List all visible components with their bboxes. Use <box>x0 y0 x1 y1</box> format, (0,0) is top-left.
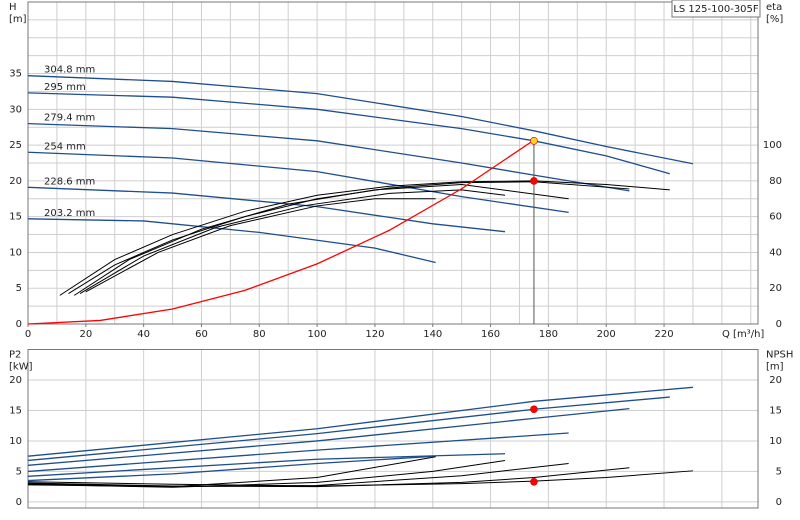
y2-axis-label: NPSH <box>766 350 793 361</box>
chart-title: LS 125-100-305F <box>673 4 759 15</box>
y-axis-label: P2 <box>9 350 21 361</box>
y-tick-label: 15 <box>9 212 22 223</box>
curve-label: 279.4 mm <box>44 113 95 124</box>
curve-label: 203.2 mm <box>44 208 95 219</box>
y2-axis-label: eta <box>766 2 782 13</box>
y2-tick-label: 20 <box>769 283 782 294</box>
x-tick-label: 160 <box>481 329 500 340</box>
x-tick-label: 120 <box>365 329 384 340</box>
x-tick-label: 100 <box>308 329 327 340</box>
operating-point <box>530 177 538 185</box>
x-tick-label: 20 <box>79 329 92 340</box>
plot-frame <box>27 349 759 509</box>
curve <box>27 396 670 462</box>
y2-tick-label: 80 <box>769 176 782 187</box>
y2-tick-label: 40 <box>769 247 782 258</box>
title-box <box>671 0 761 18</box>
curve <box>27 470 693 487</box>
y2-tick-label: 60 <box>769 212 782 223</box>
curve <box>27 467 630 488</box>
operating-point <box>530 137 538 145</box>
curve <box>27 186 506 233</box>
curve <box>27 151 569 214</box>
curve <box>27 75 694 165</box>
y-tick-label: 5 <box>16 283 22 294</box>
x-tick-label: 40 <box>137 329 150 340</box>
x-tick-label: 0 <box>25 329 31 340</box>
curve <box>27 122 630 192</box>
y-tick-label: 20 <box>9 176 22 187</box>
curve <box>27 92 670 175</box>
y2-tick-label: 20 <box>769 375 782 386</box>
operating-point <box>530 477 538 486</box>
y-axis-unit: [kW] <box>9 362 33 373</box>
y-tick-label: 30 <box>9 104 22 115</box>
y-tick-label: 0 <box>16 319 22 330</box>
x-tick-label: 180 <box>539 329 558 340</box>
y2-tick-label: 5 <box>776 466 782 477</box>
curve <box>68 181 630 295</box>
x-tick-label: 80 <box>253 329 266 340</box>
y-axis-unit: [m] <box>9 14 27 25</box>
curve-label: 254 mm <box>44 141 86 152</box>
y2-tick-label: 0 <box>776 319 782 330</box>
curve <box>27 386 694 457</box>
curve <box>27 432 569 473</box>
y-tick-label: 15 <box>9 405 22 416</box>
y-tick-label: 35 <box>9 69 22 80</box>
curve <box>27 139 535 325</box>
y2-tick-label: 0 <box>776 497 782 508</box>
y2-tick-label: 15 <box>769 405 782 416</box>
curve <box>27 453 506 477</box>
curve <box>27 218 436 264</box>
plot-frame <box>27 1 759 325</box>
y-tick-label: 10 <box>9 436 22 447</box>
curve-label: 304.8 mm <box>44 65 95 76</box>
y2-axis-unit: [%] <box>766 14 783 25</box>
curve <box>27 455 436 482</box>
x-tick-label: 200 <box>597 329 616 340</box>
curve <box>79 189 506 295</box>
y-tick-label: 20 <box>9 375 22 386</box>
y-tick-label: 10 <box>9 247 22 258</box>
curve-label: 228.6 mm <box>44 176 95 187</box>
y2-axis-unit: [m] <box>766 362 784 373</box>
curve-label: 295 mm <box>44 82 86 93</box>
y2-tick-label: 100 <box>763 140 782 151</box>
x-tick-label: 140 <box>423 329 442 340</box>
x-tick-label: 60 <box>195 329 208 340</box>
curve <box>27 456 436 488</box>
curve <box>85 198 436 293</box>
curve <box>27 407 630 466</box>
y-tick-label: 25 <box>9 140 22 151</box>
y2-tick-label: 10 <box>769 436 782 447</box>
y-tick-label: 5 <box>16 466 22 477</box>
curve <box>73 183 569 296</box>
x-axis-label: Q [m³/h] <box>722 329 764 340</box>
operating-point <box>530 405 538 414</box>
y-axis-label: H <box>9 2 17 13</box>
curve <box>59 180 670 296</box>
y-tick-label: 0 <box>16 497 22 508</box>
x-tick-label: 220 <box>654 329 673 340</box>
